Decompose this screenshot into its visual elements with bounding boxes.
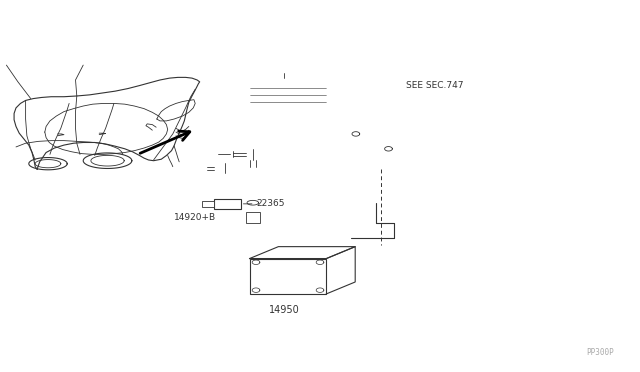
Text: 14950: 14950 [269,305,300,315]
Bar [250,259,326,294]
Text: SEE SEC.747: SEE SEC.747 [406,81,464,90]
Bar [214,199,241,209]
Bar [202,201,214,207]
Text: PP300P: PP300P [587,348,614,357]
Bar [246,212,260,223]
Text: 14920+B: 14920+B [174,213,216,222]
Text: 22365: 22365 [257,199,285,208]
